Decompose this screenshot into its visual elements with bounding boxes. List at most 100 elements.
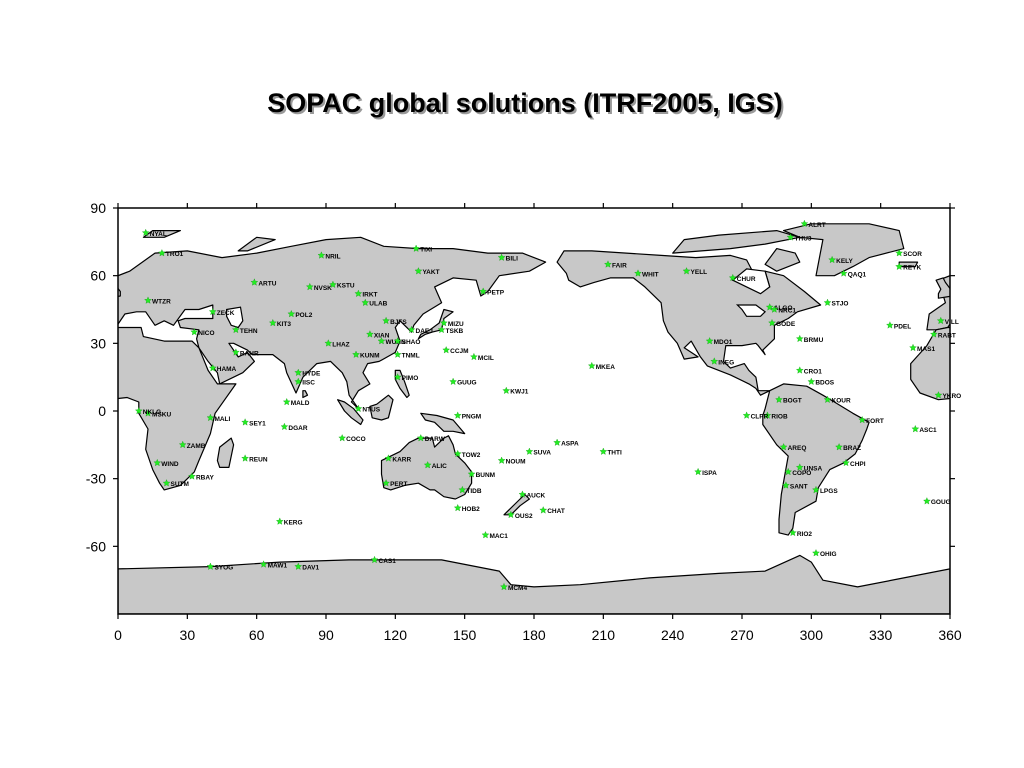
station-label: NVSK [314, 285, 332, 292]
station-mcil: MCIL [470, 352, 494, 362]
station-label: OHIG [820, 551, 837, 558]
star-icon [812, 485, 820, 494]
star-icon [416, 434, 425, 442]
star-icon [141, 228, 150, 237]
station-label: KELY [836, 258, 853, 265]
station-ohig: OHIG [812, 549, 837, 558]
station-hob2: HOB2 [453, 504, 480, 513]
star-icon [382, 479, 390, 487]
station-label: THU3 [795, 235, 812, 242]
station-lhaz: LHAZ [324, 339, 350, 348]
station-reun: REUN [241, 454, 268, 463]
station-sey1: SEY1 [241, 418, 266, 427]
station-vill: VILL [936, 316, 959, 326]
station-label: QAQ1 [848, 271, 867, 278]
star-icon [232, 325, 240, 334]
star-icon [282, 398, 291, 406]
station-ykro: YKRO [934, 391, 961, 400]
station-rio2: RIO2 [789, 528, 812, 538]
station-label: ARTU [258, 280, 276, 287]
station-label: MIZU [448, 321, 464, 328]
star-icon [796, 366, 804, 374]
station-label: CLPR [751, 414, 769, 421]
station-label: ULAB [369, 301, 387, 308]
star-icon [407, 325, 416, 334]
star-icon [442, 346, 450, 354]
station-ispa: ISPA [694, 467, 717, 477]
station-label: KUNM [360, 353, 380, 360]
star-icon [190, 328, 199, 336]
station-qaq1: QAQ1 [839, 269, 867, 278]
station-label: MSKU [152, 411, 171, 418]
star-icon [525, 447, 534, 455]
station-label: BUNM [476, 472, 496, 479]
station-daej: DAEJ [407, 325, 433, 335]
station-label: GOUG [931, 499, 951, 506]
star-icon [518, 490, 527, 498]
station-label: TIDB [466, 488, 481, 495]
station-label: LPGS [820, 488, 838, 495]
star-icon [366, 330, 374, 338]
station-label: REYK [903, 265, 921, 272]
svalbard-islands [975, 231, 1012, 238]
station-rabt: RABT [930, 330, 956, 339]
star-icon [440, 319, 448, 327]
baffin-island [764, 248, 801, 272]
station-nyal: NYAL [141, 228, 167, 238]
station-label: MAS1 [917, 346, 935, 353]
station-hama: HAMA [208, 364, 237, 373]
star-icon [842, 458, 850, 467]
x-tick-label: 210 [592, 627, 616, 643]
station-algo: ALGO [765, 303, 793, 312]
star-icon [796, 463, 804, 471]
station-label: TRO1 [166, 251, 184, 258]
station-iisc: IISC [294, 377, 315, 387]
station-goug: GOUG [923, 497, 951, 506]
station-ous2: OUS2 [507, 510, 533, 520]
station-ccjm: CCJM [442, 346, 469, 355]
station-kely: KELY [828, 255, 854, 265]
star-icon [507, 510, 515, 519]
station-label: DAV1 [302, 565, 319, 572]
station-hyde: HYDE [294, 368, 321, 378]
station-lpgs: LPGS [812, 485, 838, 495]
station-label: CRO1 [804, 368, 822, 375]
arctic-islands [672, 230, 801, 254]
station-label: DARW [425, 436, 446, 443]
greenland-landmass [783, 223, 905, 277]
madagascar-island [216, 437, 235, 468]
star-icon [839, 269, 848, 277]
station-chat: CHAT [539, 506, 565, 515]
star-icon [796, 334, 804, 343]
station-label: ALIC [432, 463, 447, 470]
station-label: PETP [487, 289, 505, 296]
x-tick-label: 330 [869, 627, 893, 643]
station-label: KARR [392, 456, 411, 463]
station-label: BILI [506, 256, 518, 263]
station-tidb: TIDB [458, 485, 482, 495]
station-label: MALI [214, 416, 230, 423]
station-scor: SCOR [895, 249, 922, 258]
station-label: POL2 [295, 312, 312, 319]
station-label: ASC1 [919, 427, 937, 434]
station-yell: YELL [682, 267, 707, 276]
uk-islands [935, 277, 950, 299]
star-icon [393, 373, 402, 381]
star-icon [144, 296, 152, 304]
station-chur: CHUR [728, 273, 756, 283]
star-icon [479, 287, 487, 295]
station-tow2: TOW2 [453, 449, 481, 459]
station-bjfs: BJFS [382, 316, 407, 326]
star-icon [370, 555, 379, 564]
station-brmu: BRMU [796, 334, 824, 344]
station-label: BJFS [390, 319, 407, 326]
station-mizu: MIZU [440, 319, 464, 328]
station-auck: AUCK [518, 490, 546, 499]
station-label: HYDE [302, 371, 321, 378]
japan-islands [417, 308, 454, 340]
station-bili: BILI [497, 253, 518, 263]
y-tick-label: -30 [86, 471, 106, 487]
star-icon [770, 305, 779, 313]
station-label: GODE [776, 321, 796, 328]
star-icon [144, 409, 152, 417]
